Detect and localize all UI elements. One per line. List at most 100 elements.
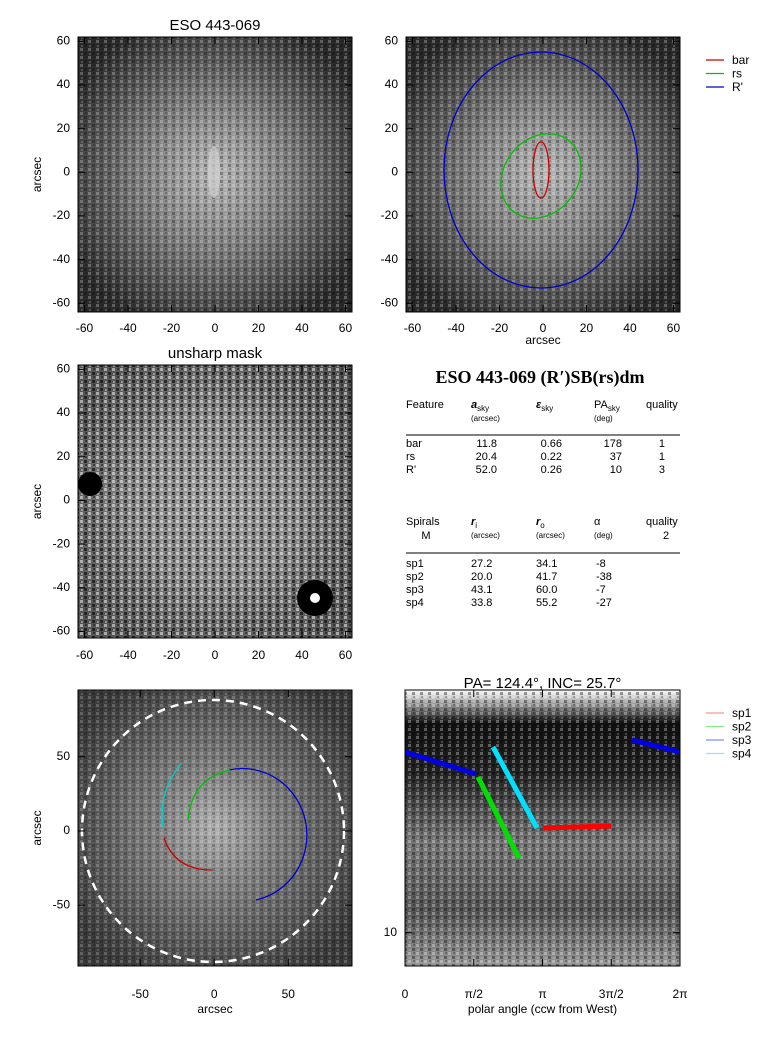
table-cell: sp3 [406, 584, 424, 596]
y-axis-label: arcsec [30, 157, 44, 192]
header-unit: (deg) [594, 531, 613, 540]
table-cell: rs [406, 451, 416, 463]
table-cell: 0.26 [541, 464, 562, 476]
table-header: PAsky [594, 399, 620, 413]
x-tick-label: -40 [119, 648, 137, 662]
header-unit: (deg) [594, 414, 613, 423]
image-noise [405, 690, 680, 966]
x-axis-label: arcsec [525, 333, 560, 347]
spiral-sp3 [228, 767, 308, 901]
x-tick-label: -20 [163, 648, 181, 662]
header-text: Spirals [406, 516, 440, 528]
table-header: quality [646, 516, 678, 528]
table-header: quality [646, 399, 678, 411]
r-prime-ellipse [443, 51, 639, 289]
table-cell: 0.22 [541, 451, 562, 463]
bar-ellipse [532, 141, 550, 199]
y-tick-label: -60 [381, 295, 399, 309]
table-cell: sp1 [406, 558, 424, 570]
table-cell: 43.1 [471, 584, 492, 596]
y-tick-label: -40 [381, 252, 399, 266]
y-tick-label: -60 [53, 624, 71, 638]
x-tick-label: 60 [667, 321, 681, 335]
y-tick-label: -20 [381, 208, 399, 222]
y-tick-label: 20 [385, 121, 399, 135]
y-tick-label: 60 [57, 34, 71, 48]
x-tick-label: -60 [76, 648, 94, 662]
y-tick-label: 10 [384, 925, 398, 939]
header-text: r [536, 516, 541, 528]
spiral-sp3 [404, 749, 477, 777]
table-cell: bar [406, 438, 422, 450]
table-cell: 178 [604, 438, 622, 450]
y-tick-label: -40 [53, 580, 71, 594]
table-cell: sp4 [406, 597, 424, 609]
legend-label: sp1 [732, 706, 752, 720]
header-unit: (arcsec) [536, 531, 565, 540]
x-tick-label: 3π/2 [599, 987, 624, 1001]
y-tick-label: 40 [57, 77, 71, 91]
table-cell: 3 [659, 464, 665, 476]
spiral-sp1 [542, 823, 612, 831]
panel-title: ESO 443-069 [170, 17, 261, 34]
table-cell: 34.1 [536, 558, 557, 570]
legend-label: sp4 [732, 747, 752, 761]
x-tick-label: 40 [623, 321, 637, 335]
table-cell: 1 [659, 438, 665, 450]
x-tick-label: 60 [339, 321, 353, 335]
header-text: quality [646, 399, 678, 411]
x-tick-label: -50 [132, 987, 150, 1001]
spiral-sp3 [631, 737, 681, 755]
x-tick-label: 0 [212, 321, 219, 335]
y-tick-label: -40 [53, 252, 71, 266]
x-tick-label: 0 [212, 648, 219, 662]
header-subscript: sky [477, 404, 489, 413]
table-cell: 27.2 [471, 558, 492, 570]
table-cell: 33.8 [471, 597, 492, 609]
table-cell: 41.7 [536, 571, 557, 583]
x-tick-label: 0 [540, 321, 547, 335]
table-cell: 52.0 [476, 464, 497, 476]
x-tick-label: 40 [295, 648, 309, 662]
x-axis-label: polar angle (ccw from West) [468, 1002, 617, 1016]
table-cell: -27 [596, 597, 612, 609]
header-subscript: i [475, 521, 477, 530]
x-tick-label: 60 [339, 648, 353, 662]
table-header: asky [471, 399, 489, 413]
y-tick-label: 50 [57, 749, 71, 763]
table-cell: -7 [596, 584, 606, 596]
table-cell: 20.4 [476, 451, 497, 463]
y-tick-label: 60 [385, 34, 399, 48]
table-cell: -38 [596, 571, 612, 583]
x-tick-label: -60 [76, 321, 94, 335]
table-cell: R' [406, 464, 416, 476]
y-tick-label: -50 [53, 897, 71, 911]
table-header: ro [536, 516, 545, 530]
spiral-sp4 [161, 762, 183, 829]
legend-label: R' [732, 80, 743, 94]
table-cell: 11.8 [476, 438, 497, 450]
table-cell: -8 [596, 558, 606, 570]
x-tick-label: 2π [673, 987, 688, 1001]
table-cell: sp2 [406, 571, 424, 583]
table-cell: 1 [659, 451, 665, 463]
table-cell: 20.0 [471, 571, 492, 583]
table-cell: 10 [610, 464, 622, 476]
y-axis-label: arcsec [30, 484, 44, 519]
x-tick-label: 40 [295, 321, 309, 335]
y-tick-label: 0 [63, 164, 70, 178]
y-tick-label: 40 [385, 77, 399, 91]
y-tick-label: 40 [57, 405, 71, 419]
header-unit: (arcsec) [471, 531, 500, 540]
panel-title: PA= 124.4°, INC= 25.7° [464, 675, 622, 692]
spiral-sp4 [490, 745, 540, 830]
x-tick-label: 0 [402, 987, 409, 1001]
x-tick-label: π/2 [465, 987, 484, 1001]
y-tick-label: -60 [53, 295, 71, 309]
plot-frame [77, 689, 353, 967]
y-tick-label: 20 [57, 121, 71, 135]
y-tick-label: -20 [53, 208, 71, 222]
legend-label: bar [732, 53, 749, 67]
image-noise [78, 690, 352, 966]
